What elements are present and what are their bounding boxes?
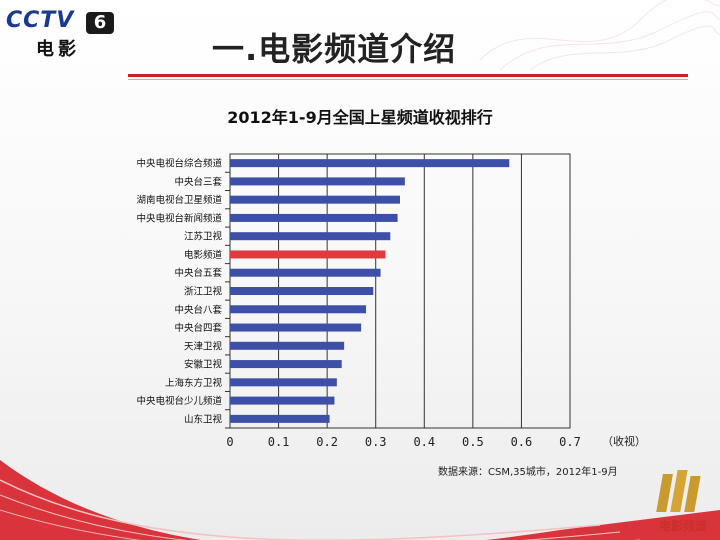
- x-tick-label: 0: [226, 435, 233, 449]
- x-tick-label: 0.1: [268, 435, 290, 449]
- category-label: 湖南电视台卫星频道: [136, 194, 222, 206]
- category-label: 中央电视台新闻频道: [136, 212, 222, 224]
- category-label: 上海东方卫视: [165, 377, 223, 389]
- x-tick-label: 0.3: [365, 435, 387, 449]
- title-rule-grey: [128, 79, 688, 80]
- category-label: 电影频道: [184, 249, 223, 261]
- bar: [230, 323, 362, 332]
- bar-highlight: [230, 250, 386, 259]
- decorative-swirl-bottom: [0, 460, 720, 540]
- bar: [230, 213, 398, 222]
- bar: [230, 414, 330, 423]
- category-label: 安徽卫视: [184, 359, 223, 371]
- x-tick-label: 0.2: [316, 435, 338, 449]
- bar: [230, 360, 342, 369]
- logo-text: CCTV: [6, 8, 75, 33]
- bar: [230, 378, 337, 387]
- x-tick-label: 0.7: [559, 435, 581, 449]
- logo-badge: 6: [86, 12, 114, 34]
- category-label: 天津卫视: [184, 340, 223, 352]
- bar: [230, 305, 366, 314]
- bar: [230, 287, 374, 295]
- category-label: 浙江卫视: [184, 286, 223, 298]
- x-axis-label: （收视）: [602, 434, 646, 448]
- bar: [230, 396, 335, 405]
- title-rule-red: [128, 74, 688, 77]
- category-label: 江苏卫视: [184, 231, 223, 243]
- movie-channel-brand: 电影频道: [650, 468, 716, 536]
- x-tick-label: 0.6: [511, 435, 533, 449]
- bar: [230, 341, 345, 350]
- cctv6-logo: CCTV 6 电影: [6, 8, 124, 60]
- bar: [230, 268, 381, 277]
- category-label: 中央台三套: [174, 176, 222, 188]
- page-title: 一.电影频道介绍: [212, 30, 457, 68]
- source-note: 数据来源：CSM,35城市，2012年1-9月: [438, 467, 618, 478]
- x-tick-label: 0.4: [413, 435, 435, 449]
- bar: [230, 232, 391, 241]
- category-label: 中央台八套: [174, 304, 222, 316]
- logo-subtext: 电影: [36, 39, 80, 60]
- decorative-swirl-top: [479, 0, 720, 70]
- bar: [230, 159, 510, 168]
- chart-title: 2012年1-9月全国上星频道收视排行: [227, 108, 493, 127]
- bar: [230, 177, 405, 186]
- category-label: 中央电视台综合频道: [136, 158, 222, 170]
- category-label: 山东卫视: [184, 413, 223, 425]
- brand-text: 电影频道: [658, 519, 707, 533]
- category-label: 中央电视台少儿频道: [136, 395, 222, 407]
- category-label: 中央台四套: [174, 322, 222, 334]
- bar: [230, 195, 400, 204]
- category-label: 中央台五套: [174, 267, 222, 279]
- film-strip-icon: [656, 470, 701, 512]
- x-tick-label: 0.5: [462, 435, 484, 449]
